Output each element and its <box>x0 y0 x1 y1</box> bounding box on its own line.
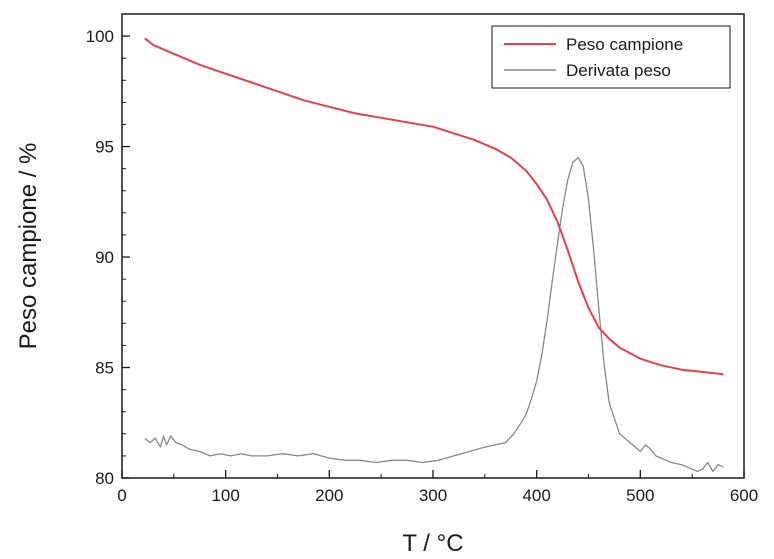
y-axis-ticks: 80 85 90 95 100 <box>86 13 130 488</box>
x-tick-label: 500 <box>626 486 654 505</box>
y-axis-title: Peso campione / % <box>15 143 42 350</box>
legend-box <box>491 25 731 89</box>
x-tick-label: 600 <box>730 486 758 505</box>
y-tick-label: 85 <box>95 359 114 378</box>
y-tick-label: 95 <box>95 138 114 157</box>
x-tick-label: 300 <box>419 486 447 505</box>
x-axis-title: T / °C <box>402 530 463 557</box>
x-tick-label: 0 <box>117 486 126 505</box>
series-line-derivata-peso <box>144 156 724 473</box>
legend: Peso campione Derivata peso <box>491 25 731 89</box>
y-tick-label: 90 <box>95 248 114 267</box>
y-tick-label: 100 <box>86 27 114 46</box>
series-layer <box>144 37 724 473</box>
series-line-peso-campione <box>144 37 724 376</box>
legend-label-peso-campione: Peso campione <box>566 35 683 54</box>
x-tick-label: 100 <box>211 486 239 505</box>
y-tick-label: 80 <box>95 469 114 488</box>
x-tick-label: 200 <box>315 486 343 505</box>
x-axis-ticks: 0 100 200 300 400 500 600 <box>117 470 758 505</box>
legend-label-derivata-peso: Derivata peso <box>566 61 671 80</box>
x-tick-label: 400 <box>522 486 550 505</box>
